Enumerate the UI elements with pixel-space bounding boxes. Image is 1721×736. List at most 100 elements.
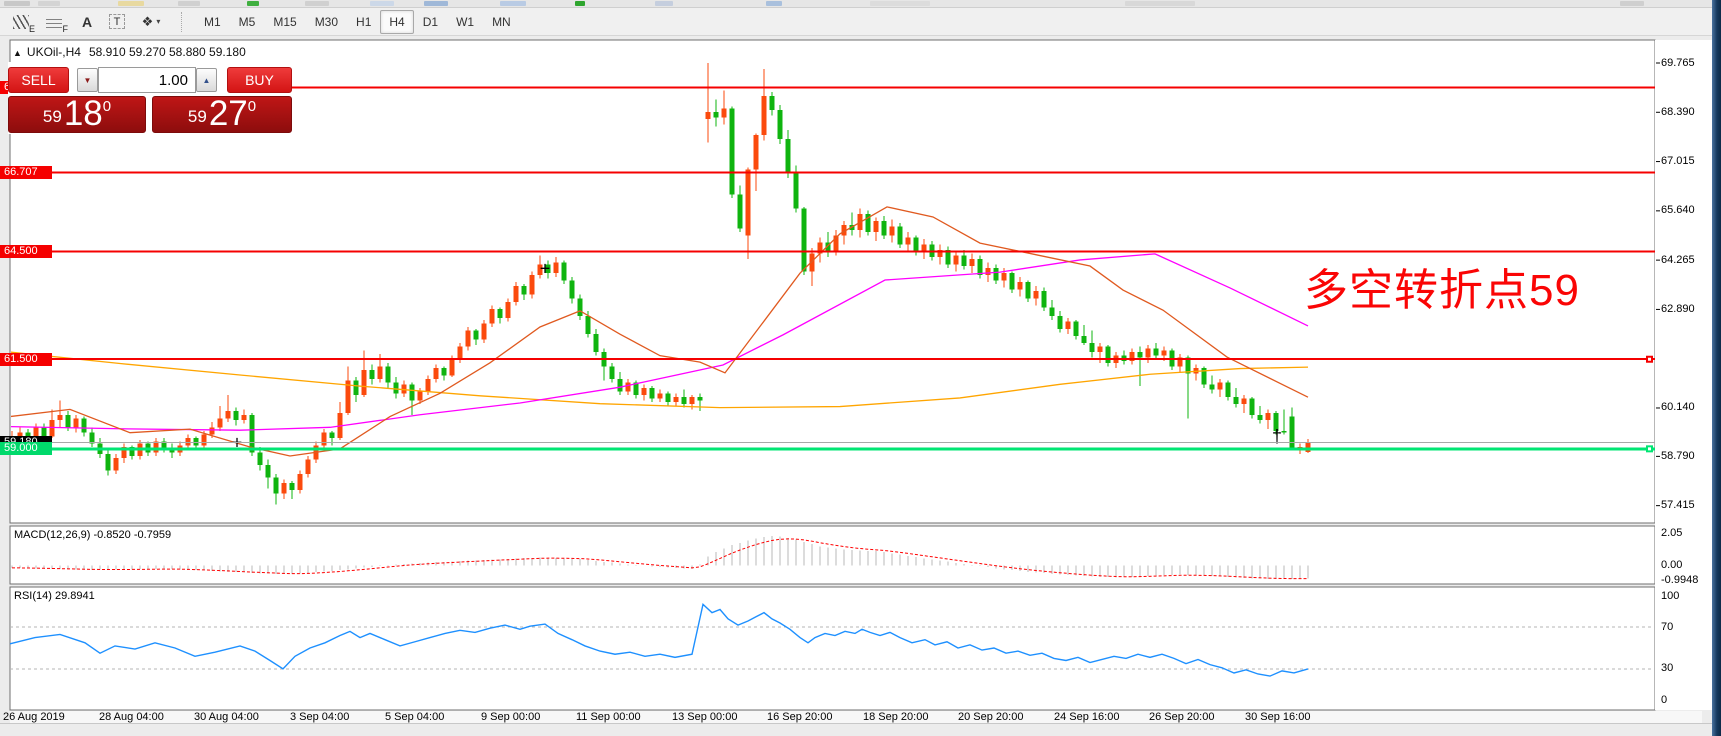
axis-tick-label: 58.790: [1661, 449, 1695, 462]
rsi-label: RSI(14) 29.8941: [14, 590, 95, 602]
timeframe-group: M1 M5 M15 M30 H1 H4 D1 W1 MN: [195, 9, 520, 34]
time-axis-label: 26 Aug 2019: [3, 711, 65, 723]
chevron-down-icon: ▾: [156, 17, 161, 26]
axis-tick-label: 70: [1661, 620, 1674, 633]
time-axis-label: 18 Sep 20:00: [863, 711, 929, 723]
toolbar-icon-fragment: [870, 1, 930, 6]
timeframe-button-D1[interactable]: D1: [422, 14, 439, 29]
fibonacci-retracement-icon[interactable]: F: [43, 13, 68, 34]
time-axis-label: 3 Sep 04:00: [290, 711, 350, 723]
chart-marker: +: [540, 259, 551, 279]
timeframe-button-M5[interactable]: M5: [238, 14, 256, 29]
volume-input[interactable]: [98, 67, 196, 93]
fibonacci-expansion-glyph: [13, 14, 29, 29]
sell-button[interactable]: SELL: [8, 67, 69, 93]
sell-price-whole: 59: [42, 107, 62, 126]
time-axis-label: 5 Sep 04:00: [385, 711, 445, 723]
timeframe-button-M30[interactable]: M30: [314, 14, 339, 29]
buy-price-fraction: 0: [247, 98, 257, 115]
axis-tick-label: 64.265: [1661, 253, 1695, 266]
time-axis-label: 11 Sep 00:00: [576, 711, 641, 723]
time-axis-label: 30 Sep 16:00: [1245, 711, 1311, 723]
axis-tick-label: 0.00: [1661, 559, 1683, 571]
timeframe-button-MN[interactable]: MN: [492, 14, 511, 29]
axis-tick-label: 57.415: [1661, 499, 1695, 512]
window-top-strip: [0, 0, 1712, 8]
toolbar-icon-fragment: [178, 1, 200, 6]
text-label-tool-icon[interactable]: T: [109, 14, 125, 29]
axis-tick-label: 68.390: [1661, 105, 1695, 118]
toolbar-icon-fragment: [118, 1, 144, 6]
axis-tick-label: 100: [1661, 589, 1680, 602]
toolbar-icon-fragment: [370, 1, 394, 6]
arrows-tool-icon[interactable]: ❖ ▾: [136, 13, 166, 31]
timeframe-button-M1[interactable]: M1: [204, 14, 221, 29]
fibonacci-expansion-icon[interactable]: E: [10, 13, 35, 34]
volume-increase-button[interactable]: ▲: [196, 68, 217, 92]
toolbar-icon-fragment: [305, 1, 329, 6]
mid-ma-line: [11, 253, 1309, 431]
arrows-glyph: ❖: [141, 13, 154, 29]
sell-price-fraction: 0: [102, 98, 112, 115]
axis-tick-label: 60.140: [1661, 401, 1695, 414]
fibonacci-expansion-sub: E: [28, 23, 35, 34]
chart-header: ▲ UKOil-,H4 58.910 59.270 58.880 59.180: [13, 45, 246, 59]
volume-decrease-button[interactable]: ▼: [77, 68, 98, 92]
toolbar-icon-fragment: [655, 1, 673, 6]
toolbar-icon-fragment: [766, 1, 782, 6]
toolbar-icon-fragment: [247, 1, 259, 6]
time-axis-label: 28 Aug 04:00: [99, 711, 164, 723]
window-right-edge: [1712, 0, 1721, 736]
toolbar-icon-fragment: [424, 1, 448, 6]
chart-marker: †: [1272, 426, 1282, 446]
timeframe-button-H1[interactable]: H1: [356, 14, 372, 29]
price-badge: 64.500: [0, 245, 52, 259]
time-axis-label: 24 Sep 16:00: [1054, 711, 1120, 723]
buy-price-whole: 59: [187, 107, 207, 126]
text-tool-icon[interactable]: A: [81, 13, 93, 30]
axis-tick-label: 67.015: [1661, 155, 1695, 168]
buy-price-display[interactable]: 59 27 0: [152, 96, 292, 133]
axis-tick-label: 62.890: [1661, 302, 1695, 315]
toolbar-icon-fragment: [1125, 1, 1195, 6]
time-axis-label: 13 Sep 00:00: [672, 711, 738, 723]
ohlc-values: 58.910 59.270 58.880 59.180: [88, 45, 246, 59]
axis-tick-label: -0.9948: [1661, 574, 1699, 587]
sell-price-pips: 18: [63, 94, 103, 133]
buy-price-pips: 27: [208, 94, 248, 133]
macd-signal-line: [11, 538, 1309, 580]
buy-button[interactable]: BUY: [227, 67, 292, 93]
axis-tick-label: 69.765: [1661, 56, 1695, 69]
time-axis-label: 16 Sep 20:00: [767, 711, 833, 723]
toolbar-separator: [181, 11, 183, 32]
status-bar: [0, 723, 1712, 736]
slow-ma-line: [11, 351, 1309, 409]
fibonacci-retracement-sub: F: [62, 23, 69, 34]
timeframe-button-M15[interactable]: M15: [273, 14, 297, 29]
price-badge: 61.500: [0, 352, 52, 366]
axis-tick-label: 0: [1661, 693, 1668, 706]
toolbar-icon-fragment: [4, 1, 30, 6]
toolbar-icon-fragment: [500, 1, 526, 6]
time-axis-label: 26 Sep 20:00: [1149, 711, 1215, 723]
timeframe-button-W1[interactable]: W1: [456, 14, 475, 29]
axis-tick-label: 65.640: [1661, 204, 1695, 217]
sell-price-display[interactable]: 59 18 0: [8, 96, 146, 133]
toolbar: E F A T ❖ ▾ M1 M5 M15 M30 H1 H4 D1 W1 MN: [0, 8, 1712, 36]
chart-annotation-text: 多空转折点59: [1304, 266, 1580, 315]
time-axis-label: 9 Sep 00:00: [481, 711, 541, 723]
toolbar-icon-fragment: [1620, 1, 1644, 6]
toolbar-icon-fragment: [38, 1, 60, 6]
price-badge: 66.707: [0, 166, 52, 180]
fibonacci-retracement-glyph: [46, 15, 62, 28]
rsi-line: [9, 602, 1309, 677]
time-axis-label: 20 Sep 20:00: [958, 711, 1024, 723]
toolbar-icon-fragment: [575, 1, 585, 6]
macd-label: MACD(12,26,9) -0.8520 -0.7959: [14, 529, 172, 541]
timeframe-button-H4[interactable]: H4: [380, 9, 414, 34]
axis-tick-label: 2.05: [1661, 527, 1683, 540]
axis-tick-label: 30: [1661, 662, 1674, 675]
price-badge: 59.000: [0, 442, 52, 456]
